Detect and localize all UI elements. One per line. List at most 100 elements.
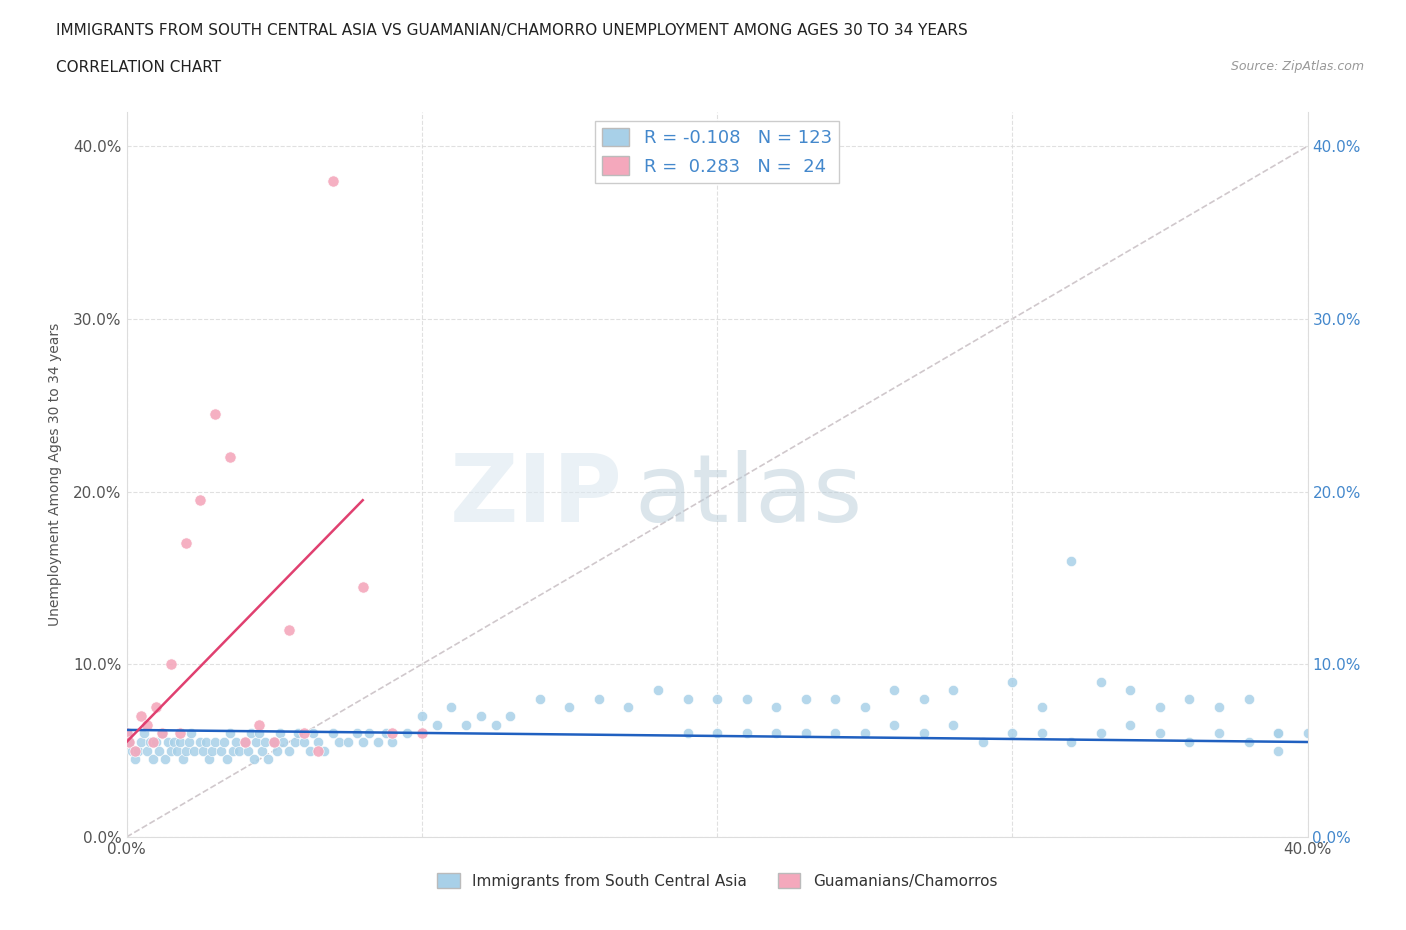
Point [142, 751, 165, 766]
Point [425, 717, 447, 732]
Point [307, 735, 329, 750]
Point [735, 691, 758, 706]
Point [824, 691, 846, 706]
Text: atlas: atlas [634, 450, 863, 542]
Point [242, 751, 264, 766]
Point [278, 622, 301, 637]
Point [219, 449, 242, 464]
Point [233, 735, 256, 750]
Point [292, 735, 315, 750]
Point [1267, 726, 1289, 741]
Point [284, 735, 307, 750]
Point [163, 735, 186, 750]
Text: IMMIGRANTS FROM SOUTH CENTRAL ASIA VS GUAMANIAN/CHAMORRO UNEMPLOYMENT AMONG AGES: IMMIGRANTS FROM SOUTH CENTRAL ASIA VS GU… [56, 23, 967, 38]
Point [853, 700, 876, 715]
Point [159, 743, 183, 758]
Point [322, 726, 344, 741]
Point [1208, 700, 1230, 715]
Point [222, 743, 245, 758]
Point [212, 735, 235, 750]
Point [129, 735, 153, 750]
Point [1149, 700, 1171, 715]
Point [118, 735, 141, 750]
Point [484, 717, 508, 732]
Point [706, 726, 728, 741]
Point [1178, 691, 1201, 706]
Point [247, 726, 270, 741]
Point [1060, 553, 1083, 568]
Point [136, 717, 159, 732]
Point [177, 735, 200, 750]
Point [169, 726, 191, 741]
Point [381, 726, 404, 741]
Point [1031, 700, 1053, 715]
Point [307, 743, 329, 758]
Point [278, 743, 301, 758]
Point [617, 700, 640, 715]
Point [183, 743, 205, 758]
Point [287, 726, 309, 741]
Text: CORRELATION CHART: CORRELATION CHART [56, 60, 221, 75]
Point [322, 173, 344, 188]
Point [301, 726, 323, 741]
Point [124, 743, 146, 758]
Point [225, 735, 247, 750]
Point [219, 726, 242, 741]
Point [1178, 735, 1201, 750]
Point [204, 735, 226, 750]
Point [153, 751, 176, 766]
Point [765, 726, 787, 741]
Point [174, 743, 197, 758]
Point [118, 735, 141, 750]
Point [454, 717, 477, 732]
Point [129, 709, 153, 724]
Point [252, 743, 274, 758]
Point [195, 735, 218, 750]
Text: Source: ZipAtlas.com: Source: ZipAtlas.com [1230, 60, 1364, 73]
Point [942, 683, 965, 698]
Point [588, 691, 610, 706]
Point [1090, 726, 1112, 741]
Point [912, 691, 935, 706]
Point [1119, 717, 1142, 732]
Point [127, 743, 149, 758]
Point [1001, 674, 1024, 689]
Point [396, 726, 419, 741]
Point [115, 726, 138, 741]
Point [328, 735, 350, 750]
Point [298, 743, 321, 758]
Point [676, 726, 699, 741]
Point [198, 751, 221, 766]
Point [346, 726, 368, 741]
Point [1267, 743, 1289, 758]
Point [134, 726, 156, 741]
Point [794, 691, 817, 706]
Point [1208, 726, 1230, 741]
Point [269, 726, 291, 741]
Point [188, 735, 211, 750]
Point [150, 726, 173, 741]
Legend: Immigrants from South Central Asia, Guamanians/Chamorros: Immigrants from South Central Asia, Guam… [430, 867, 1004, 895]
Text: ZIP: ZIP [450, 450, 623, 542]
Point [1031, 726, 1053, 741]
Point [1237, 735, 1260, 750]
Point [136, 743, 159, 758]
Point [1296, 726, 1319, 741]
Point [115, 726, 138, 741]
Point [765, 700, 787, 715]
Point [245, 735, 267, 750]
Point [204, 406, 226, 421]
Point [375, 726, 398, 741]
Point [145, 735, 167, 750]
Point [883, 717, 905, 732]
Point [292, 726, 315, 741]
Point [263, 735, 285, 750]
Point [357, 726, 380, 741]
Point [172, 751, 194, 766]
Point [139, 735, 162, 750]
Point [647, 683, 669, 698]
Point [263, 735, 285, 750]
Point [499, 709, 522, 724]
Point [337, 735, 360, 750]
Point [142, 735, 165, 750]
